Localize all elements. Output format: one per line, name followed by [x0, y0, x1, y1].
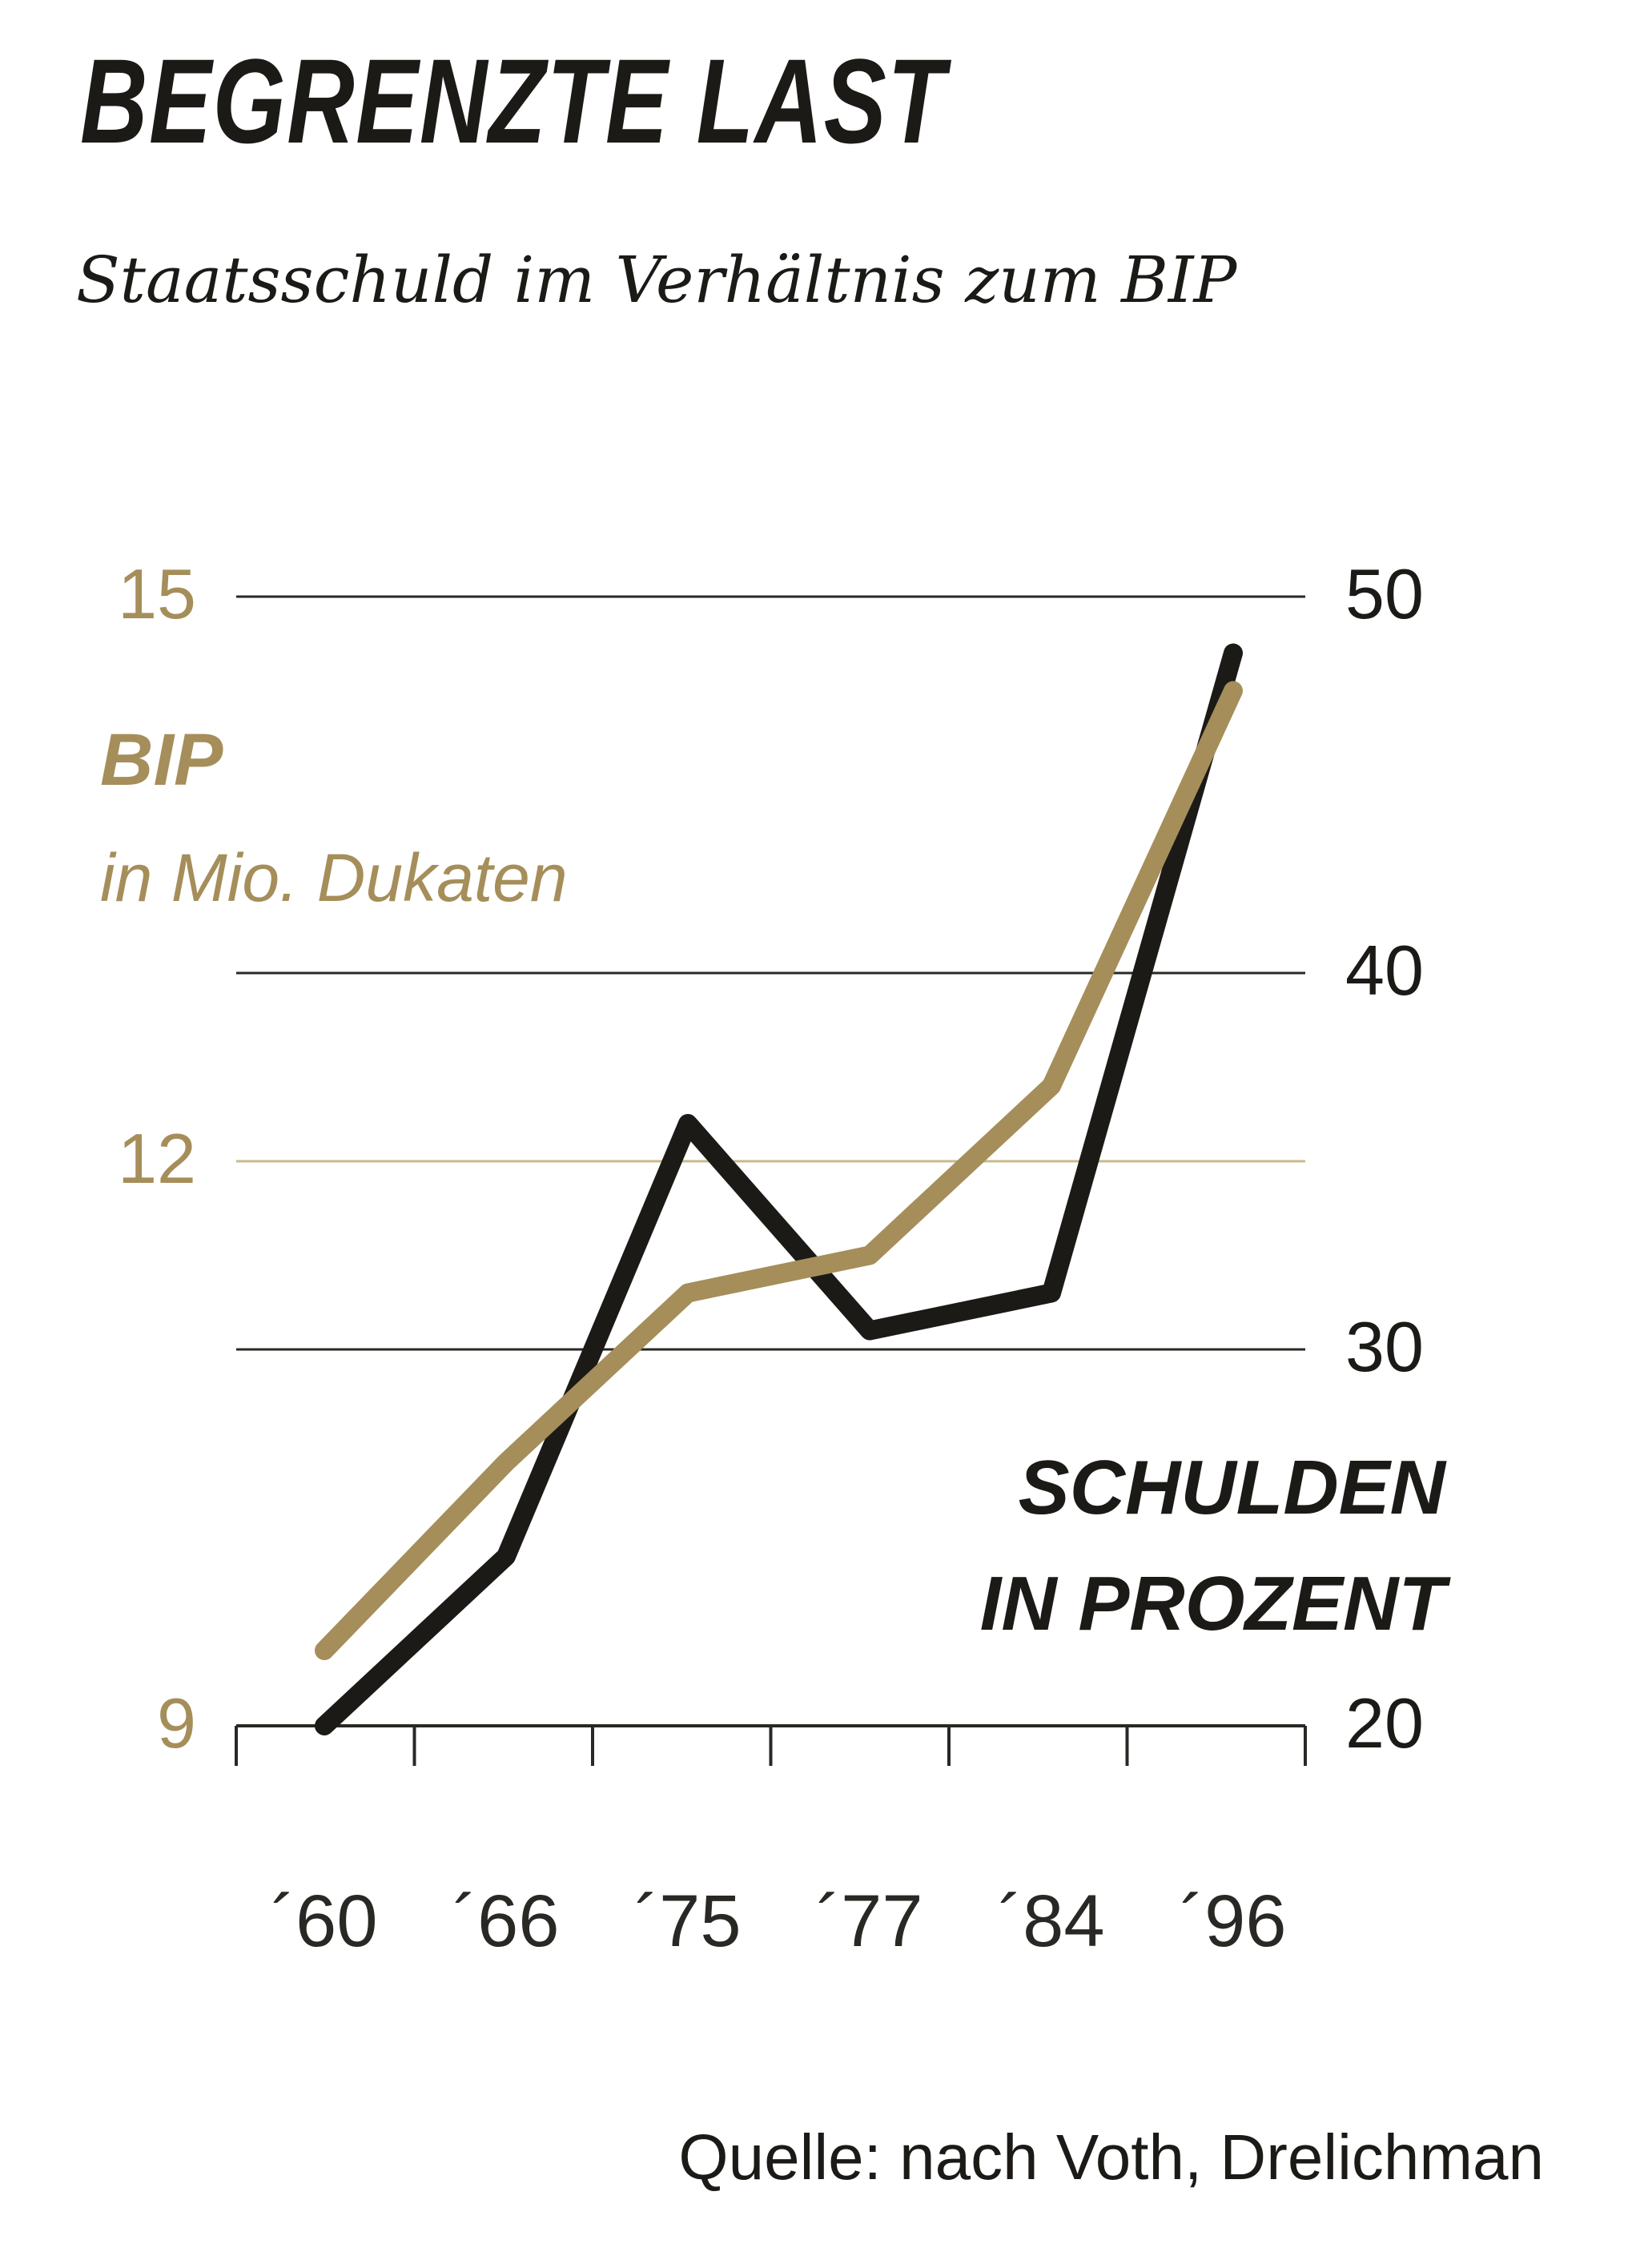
- series-line-bip: [315, 681, 1243, 1660]
- x-tick-label: ´66: [453, 1880, 560, 1962]
- x-tick-label: ´77: [817, 1880, 923, 1962]
- x-tick-label: ´96: [1180, 1880, 1287, 1962]
- right-axis-ticks: 50 40 30 20: [1345, 554, 1424, 1763]
- series-line-schulden: [315, 643, 1243, 1735]
- chart-subtitle: Staatsschuld im Verhältnis zum BIP: [76, 243, 1237, 317]
- x-tick-label: ´84: [999, 1880, 1105, 1962]
- x-axis: [235, 1724, 1307, 1766]
- right-axis-unit: IN PROZENT: [980, 1561, 1452, 1647]
- series-lines: [315, 643, 1243, 1735]
- x-tick-label: ´75: [635, 1880, 742, 1962]
- left-tick-label: 12: [118, 1119, 196, 1198]
- right-tick-label: 20: [1345, 1683, 1424, 1763]
- right-tick-label: 50: [1345, 554, 1424, 633]
- left-tick-label: 9: [157, 1683, 196, 1763]
- source-note: Quelle: nach Voth, Drelichman: [678, 2121, 1544, 2193]
- left-axis-unit: in Mio. Dukaten: [100, 840, 568, 915]
- grid-lines: [236, 595, 1305, 1351]
- chart-title: BEGRENZTE LAST: [80, 34, 947, 168]
- right-axis-title: SCHULDEN: [1019, 1445, 1447, 1530]
- left-tick-label: 15: [118, 554, 196, 633]
- right-tick-label: 40: [1345, 931, 1424, 1010]
- right-tick-label: 30: [1345, 1307, 1424, 1386]
- left-axis-ticks: 15 12 9: [118, 554, 196, 1763]
- left-axis-title: BIP: [100, 719, 223, 801]
- x-tick-label: ´60: [271, 1880, 378, 1962]
- x-axis-labels: ´60 ´66 ´75 ´77 ´84 ´96: [271, 1880, 1287, 1962]
